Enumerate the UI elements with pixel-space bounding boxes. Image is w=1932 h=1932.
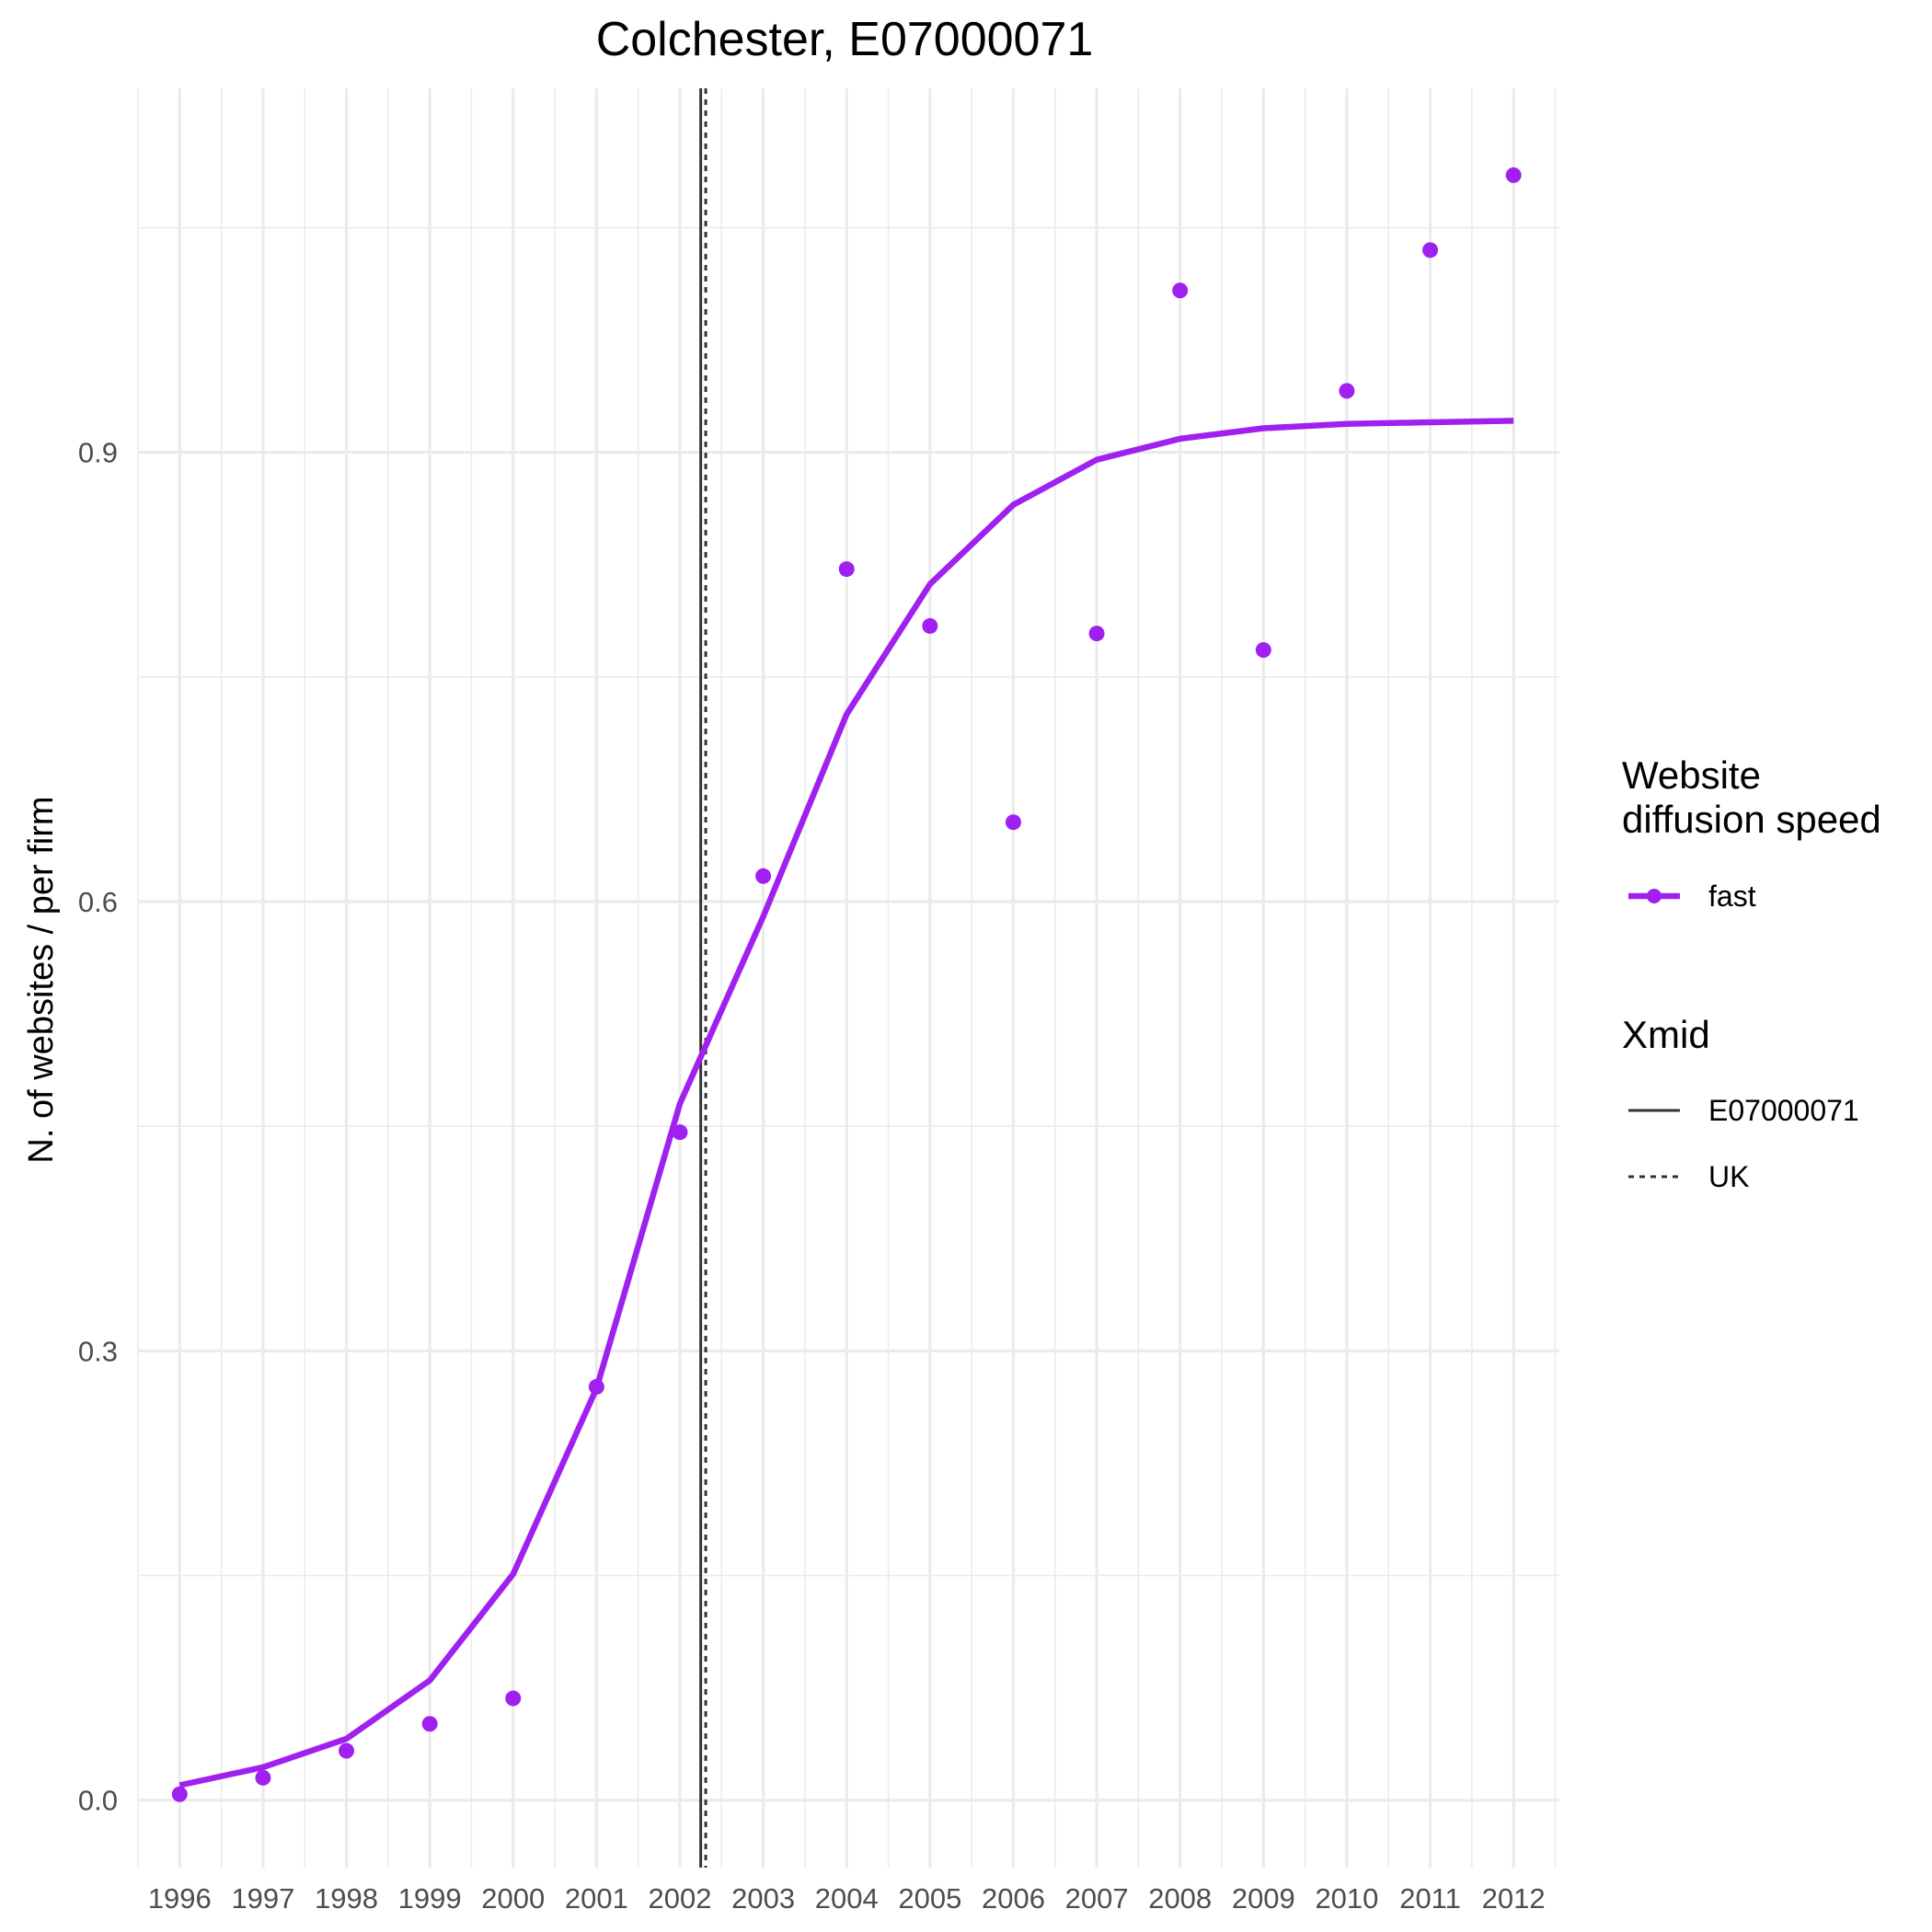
- data-point: [1172, 282, 1189, 299]
- data-point: [1422, 242, 1439, 259]
- x-tick-label: 2008: [1148, 1882, 1212, 1915]
- legend-uk-label: UK: [1708, 1160, 1749, 1193]
- x-tick-label: 2004: [815, 1882, 879, 1915]
- data-point: [255, 1769, 271, 1786]
- x-tick-label: 2003: [731, 1882, 795, 1915]
- y-tick-label: 0.3: [78, 1335, 118, 1367]
- y-tick-label: 0.9: [78, 437, 118, 469]
- x-tick-label: 2005: [898, 1882, 961, 1915]
- x-tick-label: 1997: [231, 1882, 294, 1915]
- x-tick-label: 2007: [1065, 1882, 1129, 1915]
- legend-e07000071-label: E07000071: [1708, 1094, 1859, 1127]
- x-tick-label: 1999: [398, 1882, 462, 1915]
- x-axis-tick-labels: 1996 1997 1998 1999 2000 2001 2002 2003 2004 2005…: [148, 1882, 1546, 1915]
- legend-speed-title-line1: Website: [1622, 753, 1761, 797]
- data-point: [339, 1742, 355, 1759]
- data-point: [838, 561, 855, 578]
- observed-points: [171, 167, 1522, 1802]
- data-point: [1088, 626, 1105, 642]
- fitted-line-fast: [178, 418, 1514, 1788]
- x-tick-label: 2010: [1315, 1882, 1378, 1915]
- data-point: [1255, 641, 1271, 658]
- data-point: [1005, 814, 1021, 831]
- data-point: [922, 617, 938, 634]
- data-point: [1505, 167, 1522, 183]
- xmid-lines: [699, 88, 707, 1868]
- y-tick-label: 0.0: [78, 1785, 118, 1817]
- legend-fast-point-key: [1647, 889, 1662, 903]
- y-axis-title: N. of websites / per firm: [22, 796, 61, 1163]
- legend-fast-label: fast: [1708, 880, 1756, 913]
- x-tick-label: 1996: [148, 1882, 212, 1915]
- x-tick-label: 2009: [1232, 1882, 1295, 1915]
- x-tick-label: 2000: [481, 1882, 545, 1915]
- y-tick-label: 0.6: [78, 886, 118, 918]
- minor-gridlines: [137, 88, 1559, 1868]
- x-tick-label: 2011: [1399, 1882, 1461, 1915]
- x-tick-label: 2001: [565, 1882, 628, 1915]
- data-point: [421, 1716, 438, 1732]
- legend-xmid-title: Xmid: [1622, 1013, 1710, 1056]
- chart-title: Colchester, E07000071: [596, 13, 1094, 66]
- x-tick-label: 2006: [982, 1882, 1045, 1915]
- data-point: [755, 868, 772, 884]
- data-point: [1339, 383, 1355, 399]
- data-point: [505, 1690, 522, 1707]
- legend-speed-title-line2: diffusion speed: [1622, 798, 1881, 841]
- data-point: [672, 1124, 688, 1141]
- fitted-curves: [178, 418, 1514, 1788]
- x-tick-label: 2012: [1482, 1882, 1546, 1915]
- x-tick-label: 1998: [315, 1882, 378, 1915]
- x-tick-label: 2002: [649, 1882, 712, 1915]
- legend: Website diffusion speed fast Xmid E07000…: [1622, 753, 1881, 1193]
- y-axis-tick-labels: 0.0 0.3 0.6 0.9: [78, 437, 118, 1817]
- data-point: [588, 1378, 604, 1395]
- major-gridlines: [138, 88, 1559, 1868]
- data-point: [171, 1786, 188, 1802]
